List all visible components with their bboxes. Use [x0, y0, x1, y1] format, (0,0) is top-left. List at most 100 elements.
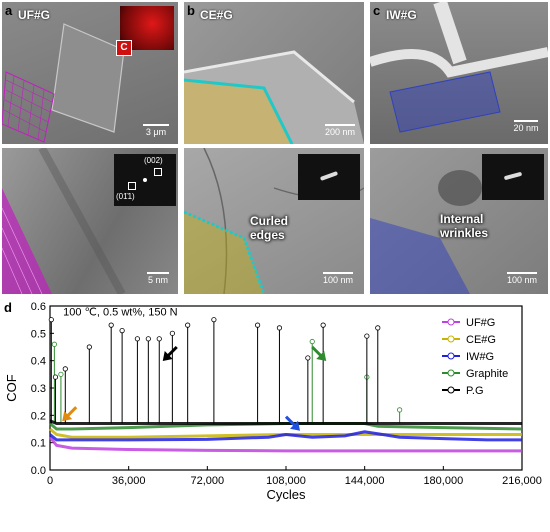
annotation-arrow — [311, 345, 323, 358]
series-line-CE#G — [49, 427, 522, 439]
spike-marker-P.G — [62, 366, 68, 372]
legend-label-UF#G: UF#G — [466, 317, 495, 329]
legend-label-IW#G: IW#G — [466, 351, 494, 363]
spike-marker-Graphite — [58, 371, 64, 377]
scale-bar-b-top-label: 200 nm — [324, 127, 356, 137]
panel-c-title: IW#G — [386, 8, 417, 22]
spike-marker-P.G — [305, 355, 311, 361]
spike-marker-Graphite — [51, 341, 57, 347]
panel-a-top: a UF#G C 3 μm — [2, 2, 178, 144]
legend-marker-IW#G — [447, 352, 455, 360]
spike-marker-P.G — [156, 336, 162, 342]
spike-marker-P.G — [276, 325, 283, 331]
condition-label: 100 ℃, 0.5 wt%, 150 N — [63, 307, 178, 319]
legend-label-CE#G: CE#G — [466, 334, 496, 346]
x-tick-label: 144,000 — [345, 475, 385, 487]
y-tick-label: 0.2 — [31, 410, 46, 422]
y-axis-label: COF — [4, 374, 19, 402]
scale-bar-c-bottom: 100 nm — [500, 272, 544, 285]
diffraction-inset-b — [298, 154, 360, 200]
spike-marker-Graphite — [309, 338, 315, 345]
panel-c-bottom: Internal wrinkles 100 nm — [370, 148, 548, 294]
panel-b-bottom: Curled edges 100 nm — [184, 148, 364, 294]
x-axis-label: Cycles — [266, 487, 306, 502]
spike-marker-Graphite — [397, 407, 403, 413]
cof-chart: d 0.0 0.1 0.2 0.3 0.4 0.5 0.6 0 36,000 72,000 108,0… — [4, 300, 542, 502]
series-line-P.G — [49, 419, 522, 426]
diffraction-inset-c — [482, 154, 544, 200]
annotation-arrowhead — [316, 351, 327, 361]
legend-marker-Graphite — [447, 369, 455, 377]
y-tick-label: 0.0 — [31, 465, 46, 477]
panel-c-letter: c — [373, 3, 381, 18]
legend-label-Graphite: Graphite — [466, 368, 508, 380]
spike-marker-P.G — [169, 330, 175, 336]
panel-a-letter: a — [5, 3, 13, 18]
legend-marker-P.G — [447, 386, 455, 394]
spike-marker-P.G — [86, 344, 92, 350]
y-tick-label: 0.3 — [31, 383, 46, 395]
legend-marker-UF#G — [447, 318, 455, 326]
scale-bar-a-bottom-label: 5 nm — [147, 275, 168, 285]
y-tick-label: 0.6 — [31, 301, 46, 313]
spike-marker-P.G — [145, 336, 151, 342]
curled-edges-annotation: Curled edges — [250, 214, 289, 242]
spike-marker-P.G — [364, 333, 370, 339]
spike-marker-P.G — [108, 322, 114, 328]
inset-tag-box: C — [116, 40, 132, 56]
spike-marker-P.G — [52, 374, 59, 380]
y-tick-label: 0.1 — [31, 438, 46, 450]
uf-graphene-tem-image — [2, 148, 126, 294]
spike-marker-P.G — [320, 322, 326, 328]
panel-b-letter: b — [187, 3, 195, 18]
x-tick-label: 36,000 — [112, 475, 146, 487]
scale-bar-b-bottom-label: 100 nm — [322, 275, 354, 285]
legend-marker-CE#G — [447, 335, 455, 343]
scale-bar-a-bottom: 5 nm — [142, 272, 174, 285]
annotation-arrowhead — [62, 411, 73, 422]
x-tick-label: 72,000 — [191, 475, 225, 487]
spike-marker-P.G — [254, 322, 261, 328]
scale-bar-b-top: 200 nm — [320, 124, 360, 137]
scale-bar-b-bottom: 100 nm — [316, 272, 360, 285]
annotation-arrow — [166, 345, 178, 358]
scale-bar-a-top-label: 3 μm — [145, 127, 167, 137]
diffraction-inset-a: (002) (01̄1) — [114, 154, 176, 206]
spike-marker-P.G — [48, 317, 54, 323]
panel-c-top: c IW#G 20 nm — [370, 2, 548, 144]
panel-b-top: b CE#G 200 nm — [184, 2, 364, 144]
panel-a-bottom: (002) (01̄1) 5 nm — [2, 148, 178, 294]
series-line-IW#G — [49, 430, 522, 442]
annotation-arrow — [66, 406, 78, 418]
spike-marker-P.G — [134, 336, 141, 342]
iw-graphene-tem-image — [370, 170, 482, 294]
panel-b-title: CE#G — [200, 8, 233, 22]
diffraction-label-002: (002) — [144, 156, 163, 165]
x-tick-label: 216,000 — [502, 475, 542, 487]
y-tick-label: 0.4 — [31, 356, 46, 368]
spike-marker-P.G — [185, 322, 191, 328]
x-tick-label: 108,000 — [266, 475, 306, 487]
annotation-arrow — [284, 415, 297, 427]
diffraction-label-011: (01̄1) — [116, 192, 135, 201]
scale-bar-a-top: 3 μm — [138, 124, 174, 137]
scale-bar-c-top-label: 20 nm — [513, 123, 539, 133]
x-tick-label: 180,000 — [423, 475, 463, 487]
x-tick-label: 0 — [47, 475, 53, 487]
uf-graphene-sem-image — [2, 23, 125, 143]
ce-graphene-sem-image — [184, 50, 364, 144]
y-tick-label: 0.5 — [31, 328, 46, 340]
panel-d-letter: d — [4, 300, 12, 315]
scale-bar-c-bottom-label: 100 nm — [506, 275, 538, 285]
panel-a-title: UF#G — [18, 8, 51, 22]
internal-wrinkles-annotation: Internal wrinkles — [440, 212, 489, 240]
annotation-arrowhead — [290, 420, 300, 431]
series-line-UF#G — [48, 436, 522, 453]
annotation-arrowhead — [162, 351, 173, 361]
spike-marker-P.G — [119, 327, 125, 334]
legend-label-P.G: P.G — [466, 385, 484, 397]
scale-bar-c-top: 20 nm — [506, 120, 546, 133]
spike-marker-P.G — [375, 325, 381, 331]
spike-marker-P.G — [211, 317, 217, 323]
iw-graphene-sem-image — [370, 2, 548, 133]
